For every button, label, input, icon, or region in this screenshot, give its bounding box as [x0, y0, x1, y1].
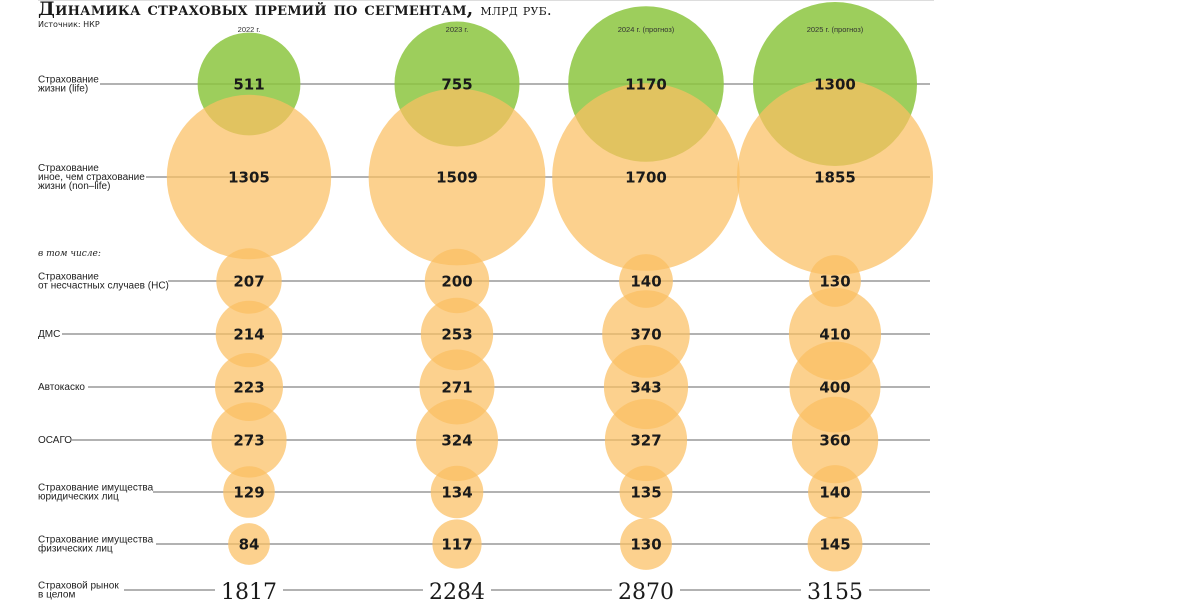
bubble	[430, 465, 484, 519]
bubble-value: 1509	[436, 169, 478, 187]
bubble-value: 130	[819, 273, 850, 291]
top-rule	[38, 0, 934, 1]
bubble-value: 370	[630, 326, 661, 344]
bubble-value: 273	[233, 432, 264, 450]
total-value: 2870	[618, 580, 674, 605]
bubble-value: 130	[630, 536, 661, 554]
bubble-value: 129	[233, 484, 264, 502]
bubble-value: 223	[233, 379, 264, 397]
bubble-value: 1170	[625, 76, 667, 94]
bubble-value: 117	[441, 536, 472, 554]
total-value: 1817	[221, 580, 277, 605]
bubble	[424, 248, 490, 314]
bubble	[368, 88, 546, 266]
row-label: Страхование имущества	[38, 535, 154, 546]
row-label: Автокаско	[38, 382, 85, 393]
bubble	[432, 519, 482, 569]
chart-title-text: Динамика страховых премий по сегментам,	[38, 0, 474, 20]
total-value-bg	[801, 580, 869, 602]
bubble-value: 1855	[814, 169, 856, 187]
bubble-value: 134	[441, 484, 472, 502]
bubble-value: 253	[441, 326, 472, 344]
bubble-value: 145	[819, 536, 850, 554]
row-label: жизни (life)	[38, 84, 88, 95]
source-note: Источник: НКР	[38, 20, 100, 29]
total-value: 2284	[429, 580, 485, 605]
bubble	[228, 523, 270, 565]
bubble-value: 135	[630, 484, 661, 502]
bubble	[215, 353, 283, 421]
bubble	[807, 516, 863, 572]
row-label: Страхование	[38, 272, 99, 283]
bubble-value: 324	[441, 432, 472, 450]
row-label: жизни (non–life)	[38, 181, 110, 192]
bubble-value: 343	[630, 379, 661, 397]
bubble	[420, 297, 494, 371]
column-header: 2022 г.	[238, 25, 261, 34]
bubble	[215, 300, 283, 368]
column-header: 2023 г.	[446, 25, 469, 34]
bubble	[552, 83, 740, 271]
total-value-bg	[215, 580, 283, 602]
total-label: Страховой рынок	[38, 581, 119, 592]
bubble-value: 200	[441, 273, 472, 291]
bubble-value: 207	[233, 273, 264, 291]
bubble-value: 327	[630, 432, 661, 450]
row-label: от несчастных случаев (НС)	[38, 281, 169, 292]
bubble-value: 1305	[228, 169, 270, 187]
bubble	[808, 465, 862, 519]
bubble	[620, 518, 672, 570]
total-value-bg	[612, 580, 680, 602]
bubble-value: 84	[239, 536, 260, 554]
row-label: Страхование	[38, 75, 99, 86]
bubble-value: 511	[233, 76, 264, 94]
bubble	[216, 248, 282, 314]
bubble-value: 410	[819, 326, 850, 344]
chart-title: Динамика страховых премий по сегментам, …	[38, 0, 552, 20]
total-value: 3155	[807, 580, 863, 605]
bubble-value: 1300	[814, 76, 856, 94]
row-label: ОСАГО	[38, 435, 72, 446]
bubble-value: 1700	[625, 169, 667, 187]
bubble-values: 511 755 1170 1300 1305 1509 1700 1855 207 200 140 1…	[228, 76, 856, 554]
bubble	[166, 94, 332, 260]
bubble	[619, 465, 673, 519]
bubble-value: 400	[819, 379, 850, 397]
bubble-value: 140	[819, 484, 850, 502]
bubble	[223, 466, 275, 518]
bubble	[737, 79, 933, 275]
row-label: физических лиц	[38, 543, 113, 555]
row-label: Страхование имущества	[38, 483, 154, 494]
bubble	[604, 398, 688, 482]
bubble-value: 271	[441, 379, 472, 397]
bubble-value: 140	[630, 273, 661, 291]
column-header: 2025 г. (прогноз)	[807, 25, 864, 34]
row-label: Страхование	[38, 163, 99, 174]
row-label: иное, чем страхование	[38, 172, 145, 183]
bubble	[416, 399, 498, 481]
bubble-value: 214	[233, 326, 264, 344]
bubble-value: 360	[819, 432, 850, 450]
row-label: ДМС	[38, 329, 60, 340]
row-label: юридических лиц	[38, 492, 119, 503]
total-value-bg	[423, 580, 491, 602]
bubble-value: 755	[441, 76, 472, 94]
column-header: 2024 г. (прогноз)	[618, 25, 675, 34]
bubble	[211, 402, 287, 478]
bubbles	[166, 2, 933, 572]
total-label: в целом	[38, 590, 75, 601]
chart-unit: млрд руб.	[480, 1, 552, 19]
bubble	[791, 396, 879, 484]
subheading: в том числе:	[38, 249, 101, 259]
